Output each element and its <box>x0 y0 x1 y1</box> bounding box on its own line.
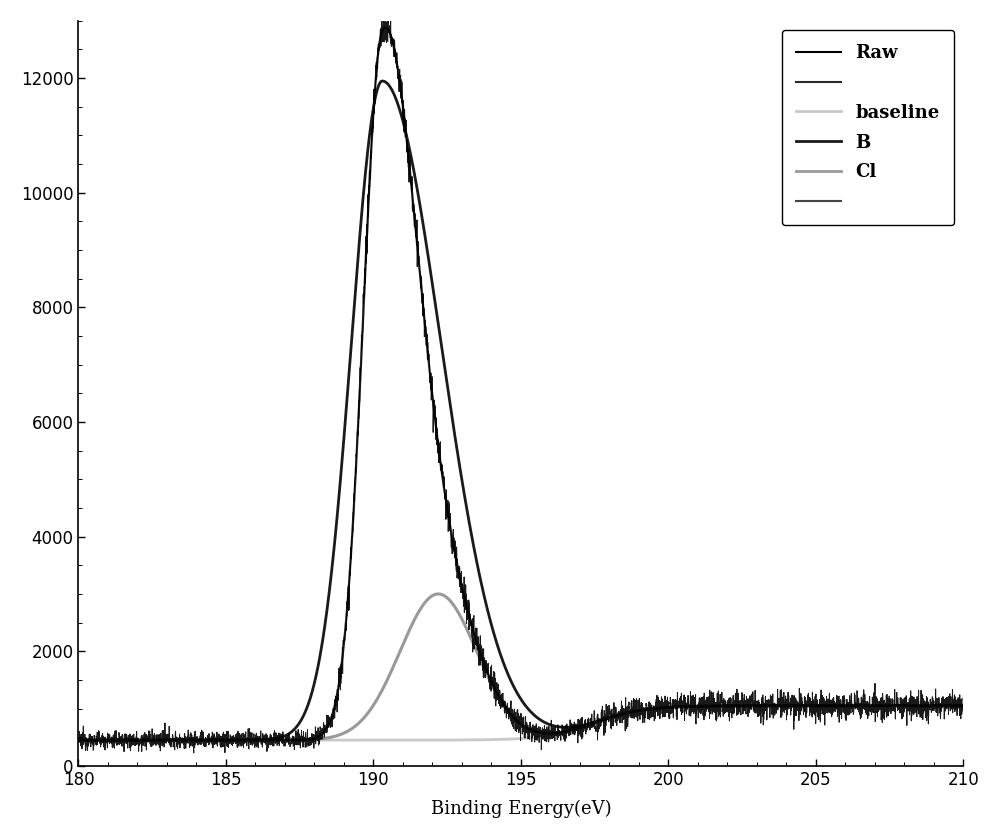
Legend: Raw, , baseline, B, Cl, : Raw, , baseline, B, Cl, <box>782 30 954 226</box>
X-axis label: Binding Energy(eV): Binding Energy(eV) <box>431 800 611 818</box>
